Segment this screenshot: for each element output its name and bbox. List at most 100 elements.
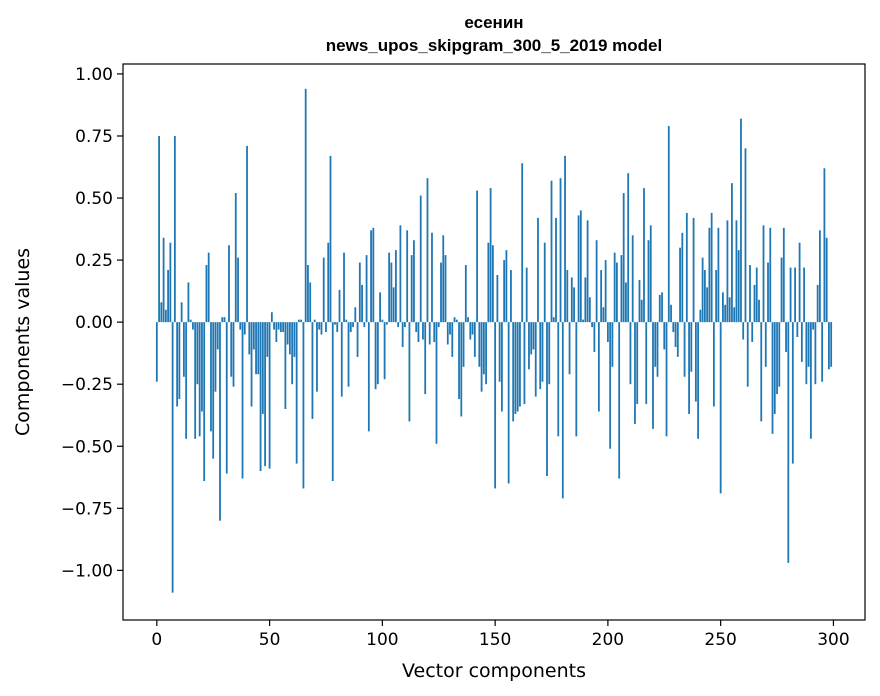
bar-2 — [160, 302, 163, 323]
bar-236 — [688, 322, 690, 414]
bar-221 — [654, 322, 657, 367]
y-tick-label: 0.00 — [75, 313, 113, 333]
bar-224 — [661, 292, 663, 323]
bar-239 — [694, 322, 697, 402]
bar-283 — [794, 267, 796, 323]
y-axis-label: Components values — [12, 248, 34, 436]
bar-169 — [537, 217, 539, 323]
bar-76 — [327, 242, 330, 323]
bar-162 — [521, 163, 524, 323]
x-tick-label: 250 — [704, 630, 736, 650]
bar-17 — [194, 322, 197, 439]
bar-230 — [674, 322, 677, 347]
bar-33 — [230, 322, 233, 377]
bar-233 — [681, 232, 684, 323]
bar-103 — [388, 252, 391, 323]
bar-132 — [453, 317, 456, 323]
bar-282 — [791, 322, 794, 464]
bar-127 — [442, 235, 445, 323]
y-tick-label: −0.50 — [61, 437, 113, 457]
bar-192 — [588, 297, 591, 323]
bar-35 — [234, 193, 237, 323]
bar-168 — [534, 322, 537, 397]
bar-197 — [600, 270, 603, 323]
bar-143 — [478, 322, 481, 367]
bar-291 — [812, 322, 815, 330]
bar-113 — [410, 255, 413, 323]
bar-217 — [645, 322, 648, 405]
bar-235 — [685, 212, 688, 323]
bar-123 — [433, 322, 436, 342]
bar-147 — [487, 242, 490, 323]
bar-201 — [609, 322, 612, 449]
bar-151 — [496, 274, 499, 323]
bar-270 — [764, 322, 767, 367]
bar-58 — [286, 322, 289, 345]
bar-82 — [340, 322, 343, 397]
bar-199 — [604, 260, 607, 323]
bar-279 — [785, 322, 787, 352]
bar-189 — [582, 319, 584, 323]
bar-38 — [241, 322, 244, 479]
bar-187 — [577, 215, 580, 323]
bar-156 — [507, 322, 510, 484]
bar-29 — [221, 317, 224, 323]
bar-288 — [805, 322, 808, 385]
bar-205 — [618, 322, 621, 479]
bar-269 — [762, 225, 765, 323]
bar-12 — [182, 322, 185, 377]
bar-65 — [302, 322, 305, 489]
bar-155 — [505, 250, 508, 323]
y-tick-label: −0.75 — [61, 499, 113, 519]
bar-11 — [180, 302, 183, 323]
bar-170 — [539, 322, 542, 390]
bar-284 — [796, 322, 799, 338]
bar-264 — [751, 322, 754, 342]
bar-292 — [814, 322, 817, 385]
y-tick-label: −0.25 — [61, 375, 113, 395]
bar-191 — [586, 220, 589, 323]
bar-145 — [482, 322, 485, 375]
bar-223 — [658, 294, 661, 323]
bar-91 — [361, 284, 363, 323]
bar-137 — [464, 265, 467, 323]
bar-5 — [167, 270, 169, 323]
bar-194 — [593, 322, 596, 352]
bar-13 — [185, 322, 188, 439]
bar-32 — [228, 245, 230, 323]
bar-257 — [735, 220, 738, 323]
bar-100 — [381, 319, 384, 323]
bar-27 — [216, 322, 219, 350]
bar-249 — [717, 227, 720, 323]
bar-258 — [737, 250, 740, 323]
bar-163 — [523, 322, 526, 405]
bar-209 — [627, 173, 630, 323]
bar-267 — [758, 299, 760, 323]
bar-229 — [672, 322, 675, 333]
chart-title-line2: news_upos_skipgram_300_5_2019 model — [326, 36, 662, 55]
bar-161 — [519, 322, 521, 407]
bar-135 — [460, 322, 463, 417]
x-tick-label: 100 — [366, 630, 398, 650]
bar-55 — [279, 322, 282, 333]
bar-225 — [663, 322, 666, 350]
bar-14 — [187, 282, 190, 323]
bar-256 — [733, 307, 736, 323]
bar-242 — [701, 257, 704, 323]
bar-71 — [316, 322, 318, 392]
bar-244 — [706, 287, 709, 323]
bar-41 — [248, 322, 251, 355]
bar-96 — [372, 227, 375, 323]
bar-62 — [295, 322, 298, 464]
bar-26 — [214, 322, 217, 392]
bar-95 — [370, 230, 372, 323]
bar-140 — [471, 322, 474, 335]
bar-84 — [345, 319, 348, 323]
bar-50 — [268, 322, 271, 469]
bar-158 — [512, 322, 515, 422]
bar-104 — [390, 262, 393, 323]
bar-178 — [557, 322, 560, 437]
bar-261 — [744, 148, 747, 323]
bar-206 — [620, 255, 623, 323]
